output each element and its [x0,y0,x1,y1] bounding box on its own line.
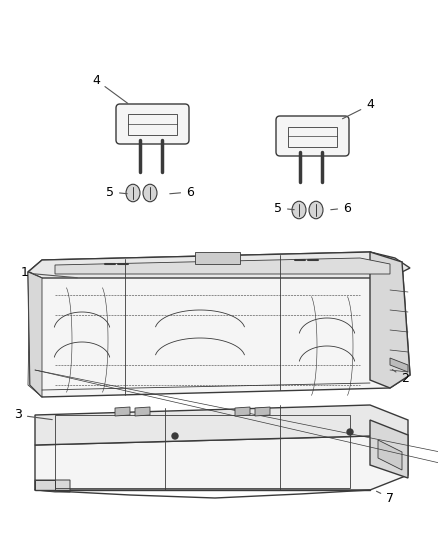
Text: 6: 6 [331,201,351,214]
Polygon shape [28,252,410,397]
Text: 2: 2 [392,369,409,384]
Text: 4: 4 [343,99,374,119]
Text: 5: 5 [106,185,127,198]
Polygon shape [195,252,240,264]
FancyBboxPatch shape [116,104,189,144]
Ellipse shape [309,201,323,219]
Polygon shape [255,407,270,416]
Text: 5: 5 [274,201,294,214]
Ellipse shape [143,184,157,202]
Polygon shape [55,258,390,274]
Text: 1: 1 [21,266,77,279]
Polygon shape [35,405,408,445]
Polygon shape [28,252,410,278]
Ellipse shape [126,184,140,202]
Polygon shape [135,407,150,416]
Polygon shape [370,252,410,388]
Polygon shape [370,420,408,478]
Polygon shape [35,480,70,492]
Polygon shape [28,272,42,397]
Text: 4: 4 [92,74,128,103]
Text: 3: 3 [14,408,52,422]
FancyBboxPatch shape [276,116,349,156]
Circle shape [347,429,353,435]
Circle shape [172,433,178,439]
Polygon shape [390,358,408,372]
Polygon shape [35,480,55,490]
Text: 6: 6 [170,185,194,198]
Polygon shape [35,435,408,490]
Text: 7: 7 [377,491,394,505]
Polygon shape [235,407,250,416]
Polygon shape [378,440,402,470]
Polygon shape [115,407,130,416]
Ellipse shape [292,201,306,219]
